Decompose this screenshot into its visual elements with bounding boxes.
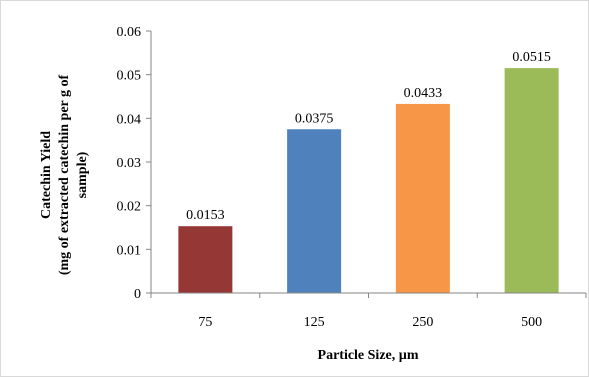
x-tick-label-125: 125 (304, 315, 325, 330)
bar-125 (287, 129, 342, 293)
data-label-75: 0.0153 (186, 208, 225, 223)
y-axis-title-line-2: (mg of extracted catechin per g of (57, 74, 72, 275)
y-tick-label: 0.03 (117, 156, 142, 171)
data-label-125: 0.0375 (295, 111, 334, 126)
y-tick-label: 0.05 (117, 69, 142, 84)
y-tick-label: 0.06 (117, 25, 142, 40)
x-tick-label-250: 250 (412, 315, 433, 330)
bar-series (178, 68, 559, 293)
y-axis-title: Catechin Yield (mg of extracted catechin… (39, 74, 90, 275)
y-axis-title-line-3: sample) (75, 151, 90, 198)
x-tick-label-500: 500 (521, 315, 542, 330)
y-tick-label: 0.04 (117, 112, 142, 127)
y-tick-label: 0.01 (117, 243, 142, 258)
x-tick-label-75: 75 (198, 315, 212, 330)
bar-500 (504, 68, 559, 293)
data-label-500: 0.0515 (512, 50, 551, 65)
bar-250 (395, 103, 450, 293)
bar-75 (178, 226, 233, 293)
x-axis-title: Particle Size, µm (318, 348, 419, 363)
y-axis-title-line-1: Catechin Yield (39, 131, 54, 219)
y-tick-label: 0 (134, 287, 141, 302)
x-axis-ticks: 75 125 250 500 (150, 293, 587, 330)
data-labels: 0.0153 0.0375 0.0433 0.0515 (186, 50, 551, 223)
y-axis-ticks: 0 0.01 0.02 0.03 0.04 0.05 0.06 (117, 25, 151, 302)
y-tick-label: 0.02 (117, 200, 142, 215)
data-label-250: 0.0433 (404, 86, 443, 101)
